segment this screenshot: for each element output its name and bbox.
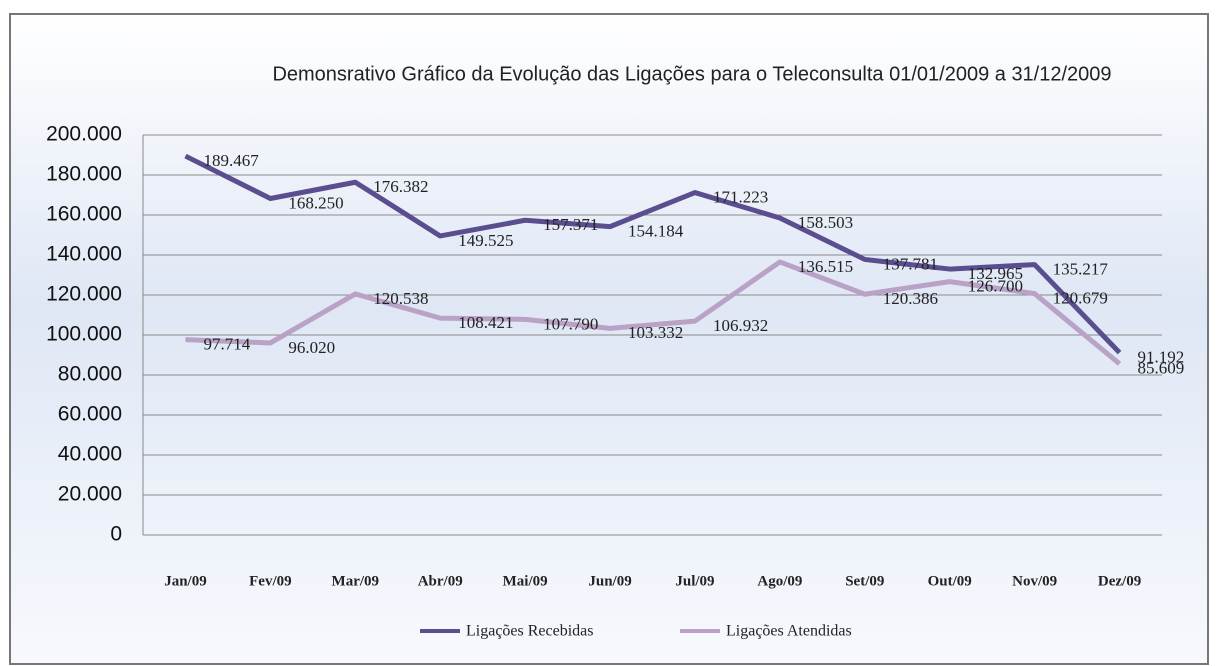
x-tick-label: Ago/09 bbox=[757, 573, 802, 589]
y-tick-label: 160.000 bbox=[46, 203, 122, 226]
y-tick-label: 140.000 bbox=[46, 243, 122, 266]
x-tick-label: Jun/09 bbox=[588, 573, 631, 589]
y-tick-label: 200.000 bbox=[46, 123, 122, 146]
y-tick-label: 100.000 bbox=[46, 323, 122, 346]
x-tick-label: Abr/09 bbox=[418, 573, 463, 589]
data-label: 158.503 bbox=[798, 213, 853, 232]
x-tick-label: Out/09 bbox=[928, 573, 972, 589]
x-tick-label: Jan/09 bbox=[164, 573, 207, 589]
x-tick-label: Mar/09 bbox=[332, 573, 379, 589]
data-label: 135.217 bbox=[1053, 259, 1109, 278]
chart-title: Demonsrativo Gráfico da Evolução das Lig… bbox=[272, 63, 1111, 85]
y-tick-label: 120.000 bbox=[46, 283, 122, 306]
data-label: 107.790 bbox=[543, 314, 598, 333]
data-label: 189.467 bbox=[203, 151, 259, 170]
data-label: 171.223 bbox=[713, 187, 768, 206]
data-label: 120.386 bbox=[883, 289, 938, 308]
data-label: 154.184 bbox=[628, 222, 684, 241]
y-tick-label: 20.000 bbox=[58, 483, 122, 506]
y-tick-label: 40.000 bbox=[58, 443, 122, 466]
data-label: 97.714 bbox=[203, 334, 250, 353]
data-label: 149.525 bbox=[458, 231, 513, 250]
y-tick-label: 180.000 bbox=[46, 163, 122, 186]
y-tick-label: 80.000 bbox=[58, 363, 122, 386]
legend-label: Ligações Atendidas bbox=[726, 623, 852, 640]
data-label: 120.538 bbox=[373, 289, 428, 308]
data-label: 157.371 bbox=[543, 215, 598, 234]
x-tick-label: Jul/09 bbox=[675, 573, 714, 589]
data-label: 126.700 bbox=[968, 277, 1023, 296]
series-line bbox=[184, 153, 1122, 355]
data-label: 91.192 bbox=[1138, 348, 1185, 367]
x-tick-label: Dez/09 bbox=[1098, 573, 1141, 589]
series-line bbox=[185, 259, 1122, 366]
data-label: 108.421 bbox=[458, 313, 513, 332]
data-label: 120.679 bbox=[1053, 289, 1108, 308]
x-tick-label: Set/09 bbox=[845, 573, 884, 589]
data-label: 136.515 bbox=[798, 257, 853, 276]
data-label: 103.332 bbox=[628, 323, 683, 342]
x-tick-label: Fev/09 bbox=[249, 573, 292, 589]
data-label: 85.609 bbox=[1138, 359, 1185, 378]
data-label: 96.020 bbox=[288, 338, 335, 357]
data-label: 106.932 bbox=[713, 316, 768, 335]
data-label: 176.382 bbox=[373, 177, 428, 196]
x-tick-label: Nov/09 bbox=[1012, 573, 1057, 589]
y-tick-label: 60.000 bbox=[58, 403, 122, 426]
data-label: 168.250 bbox=[288, 193, 343, 212]
data-label: 132.965 bbox=[968, 264, 1023, 283]
y-tick-label: 0 bbox=[110, 523, 122, 546]
legend-label: Ligações Recebidas bbox=[466, 623, 594, 640]
x-tick-label: Mai/09 bbox=[503, 573, 548, 589]
data-label: 137.781 bbox=[883, 254, 938, 273]
